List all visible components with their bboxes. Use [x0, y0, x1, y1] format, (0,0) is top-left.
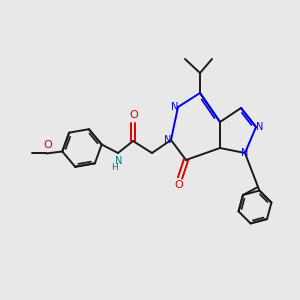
- Text: O: O: [43, 140, 52, 151]
- Text: O: O: [130, 110, 138, 120]
- Text: H: H: [112, 163, 118, 172]
- Text: N: N: [171, 102, 178, 112]
- Text: N: N: [164, 135, 171, 145]
- Text: O: O: [175, 180, 183, 190]
- Text: N: N: [115, 156, 123, 166]
- Text: N: N: [256, 122, 263, 132]
- Text: N: N: [241, 148, 249, 158]
